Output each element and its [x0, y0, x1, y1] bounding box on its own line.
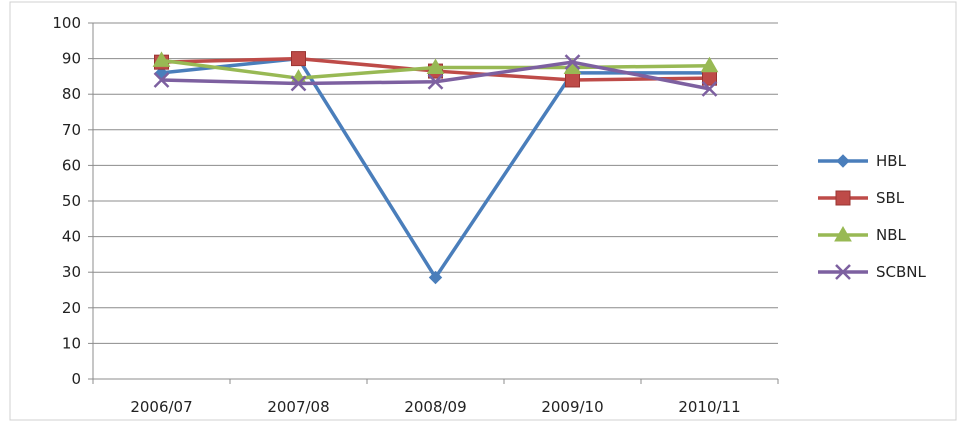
data-point-scbnl: [701, 80, 718, 97]
y-tick-label: 90: [62, 50, 81, 68]
data-point-scbnl: [290, 75, 307, 92]
legend-marker-sbl: [835, 190, 851, 206]
data-point-sbl: [565, 72, 580, 88]
x-tick-label: 2008/09: [404, 398, 466, 416]
data-point-nbl: [426, 58, 445, 74]
y-tick-label: 20: [62, 299, 81, 317]
y-tick-label: 70: [62, 121, 81, 139]
legend-marker-hbl: [836, 154, 850, 168]
y-tick-label: 60: [62, 156, 81, 174]
y-tick-label: 30: [62, 263, 81, 281]
legend-label-sbl: SBL: [876, 189, 905, 207]
x-tick-label: 2006/07: [130, 398, 192, 416]
legend-label-scbnl: SCBNL: [876, 263, 927, 281]
data-point-scbnl: [564, 54, 581, 71]
data-point-sbl: [291, 51, 306, 67]
data-point-nbl: [700, 56, 719, 73]
legend-label-nbl: NBL: [876, 226, 907, 244]
x-tick-label: 2009/10: [541, 398, 603, 416]
y-tick-label: 80: [62, 85, 81, 103]
data-point-scbnl: [427, 73, 444, 90]
data-point-scbnl: [153, 72, 170, 88]
x-tick-label: 2010/11: [678, 398, 740, 416]
legend-marker-nbl: [834, 225, 852, 242]
data-point-nbl: [152, 51, 171, 67]
data-point-hbl: [428, 270, 443, 285]
legend-marker-scbnl: [835, 264, 851, 280]
y-tick-label: 100: [52, 14, 81, 32]
legend-label-hbl: HBL: [876, 152, 907, 170]
y-tick-label: 50: [62, 192, 81, 210]
chart-frame: [9, 1, 957, 421]
y-tick-label: 40: [62, 228, 81, 246]
x-tick-label: 2007/08: [267, 398, 329, 416]
y-tick-label: 10: [62, 334, 81, 352]
y-tick-label: 0: [71, 370, 81, 388]
